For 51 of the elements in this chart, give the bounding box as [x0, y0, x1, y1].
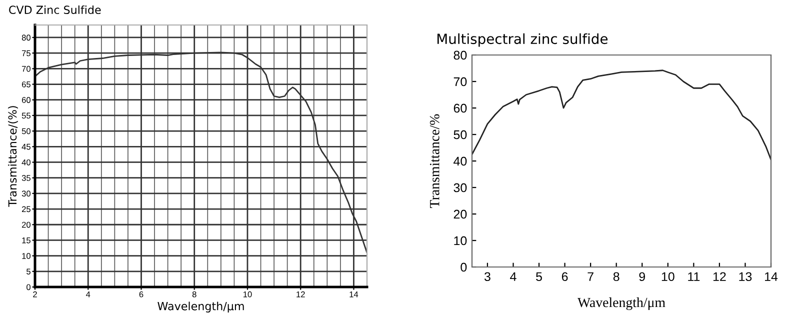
x-tick-label: 8: [613, 272, 620, 282]
y-axis-title: Transmittance/(%): [8, 106, 18, 207]
x-tick-label: 9: [639, 272, 646, 282]
y-tick-label: 0: [26, 284, 31, 290]
y-tick-label: 25: [22, 206, 30, 212]
y-tick-label: 10: [22, 253, 31, 259]
y-tick-label: 15: [22, 238, 30, 244]
y-tick-label: 50: [22, 128, 31, 134]
y-tick-label: 20: [454, 210, 467, 219]
y-tick-label: 65: [22, 81, 30, 88]
y-tick-label: 10: [454, 236, 467, 246]
x-tick-label: 12: [296, 291, 305, 298]
x-tick-label: 6: [139, 291, 144, 298]
x-tick-label: 13: [739, 272, 752, 282]
y-tick-label: 70: [454, 77, 467, 86]
x-axis-title: Wavelength/μm: [158, 302, 244, 312]
y-tick-label: 30: [22, 190, 31, 197]
y-tick-label: 40: [454, 156, 467, 166]
x-tick-label: 6: [562, 272, 568, 282]
x-tick-label: 4: [86, 291, 90, 298]
y-tick-label: 60: [22, 97, 31, 103]
x-tick-label: 12: [713, 272, 726, 281]
x-tick-label: 4: [510, 272, 516, 281]
y-tick-label: 75: [22, 50, 30, 56]
x-tick-label: 14: [765, 272, 778, 281]
y-axis-title: Transmittance/%: [430, 114, 440, 208]
y-tick-label: 0: [460, 262, 467, 272]
y-tick-label: 80: [454, 50, 467, 60]
y-tick-label: 50: [454, 130, 467, 140]
chart-title: Multispectral zinc sulfide: [437, 33, 608, 47]
x-tick-label: 10: [243, 291, 252, 298]
x-tick-label: 7: [588, 272, 594, 281]
x-tick-label: 10: [662, 272, 674, 282]
y-tick-label: 35: [22, 175, 30, 181]
x-tick-label: 5: [536, 272, 542, 282]
x-axis-title: Wavelength/μm: [577, 297, 666, 310]
x-tick-label: 11: [688, 272, 700, 281]
y-tick-label: 60: [454, 104, 467, 113]
x-tick-label: 14: [350, 291, 358, 298]
y-tick-label: 40: [22, 159, 31, 166]
y-tick-label: 55: [22, 112, 30, 119]
line-series: [472, 70, 771, 160]
y-tick-label: 30: [454, 183, 467, 192]
chart-title: CVD Zinc Sulfide: [9, 5, 101, 14]
y-tick-label: 70: [22, 66, 31, 72]
x-tick-label: 3: [484, 272, 490, 282]
x-tick-label: 2: [33, 291, 37, 298]
y-tick-label: 80: [22, 34, 31, 41]
x-tick-label: 8: [192, 291, 196, 298]
y-tick-label: 45: [22, 144, 30, 150]
y-tick-label: 20: [22, 222, 31, 228]
